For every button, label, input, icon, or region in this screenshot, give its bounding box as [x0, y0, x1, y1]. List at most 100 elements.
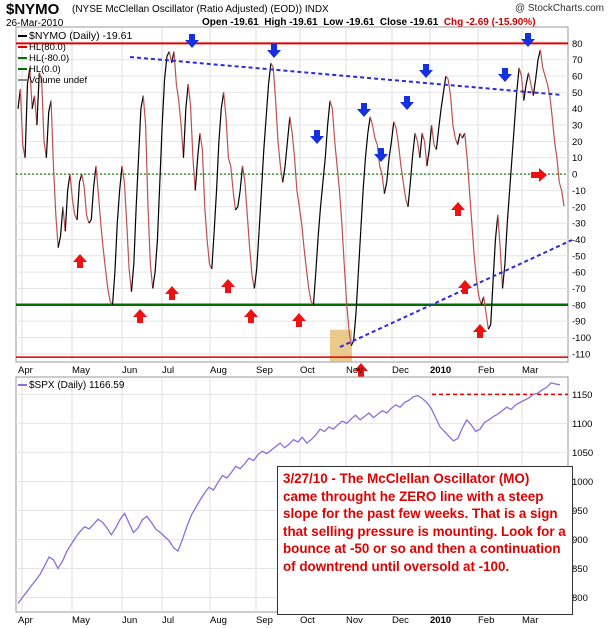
nymo-segment — [483, 296, 487, 314]
legend-entry-label: HL(0.0) — [29, 64, 61, 75]
nymo-segment — [423, 141, 428, 166]
nymo-y-tick-label: -20 — [572, 202, 586, 213]
spx-y-tick-label: 950 — [572, 506, 588, 517]
nymo-segment — [324, 125, 329, 158]
nymo-segment — [29, 67, 33, 109]
nymo-segment — [468, 190, 473, 224]
nymo-segment — [319, 182, 324, 207]
nymo-segment — [388, 141, 393, 158]
nymo-plot-frame — [15, 26, 569, 363]
nymo-segment — [83, 187, 88, 215]
nymo-segment — [327, 100, 331, 126]
nymo-segment — [206, 239, 211, 265]
nymo-segment — [459, 132, 463, 139]
nymo-panel: 80706050403020100-10-20-30-40-50-60-70-8… — [15, 26, 591, 377]
up-arrow-marker — [473, 324, 487, 338]
nymo-segment — [95, 165, 99, 194]
nymo-segment — [478, 296, 482, 305]
nymo-x-tick-label: Mar — [522, 365, 538, 376]
open-value: Open -19.61 — [202, 17, 259, 28]
down-arrow-marker — [419, 64, 433, 78]
nymo-segment — [556, 157, 560, 183]
nymo-segment — [400, 165, 404, 183]
nymo-x-tick-label: Sep — [256, 365, 273, 376]
nymo-segment — [494, 214, 499, 240]
nymo-segment — [133, 206, 137, 264]
spx-x-tick-label: Dec — [392, 615, 409, 626]
spx-x-tick-label: Mar — [522, 615, 538, 626]
down-arrow-marker — [310, 130, 324, 144]
nymo-segment — [194, 157, 199, 191]
nymo-segment — [119, 165, 123, 191]
up-arrow-marker — [354, 363, 368, 377]
nymo-segment — [357, 231, 362, 273]
nymo-segment — [135, 157, 140, 207]
spx-legend-label: $SPX (Daily) 1166.59 — [29, 380, 125, 391]
nymo-segment — [331, 108, 336, 142]
spx-y-tick-label: 800 — [572, 593, 588, 604]
resistance-trendline — [129, 56, 563, 96]
nymo-segment — [360, 190, 364, 232]
spx-x-tick-label: 2010 — [430, 615, 451, 626]
nymo-segment — [537, 49, 541, 60]
nymo-segment — [220, 92, 225, 109]
down-arrow-marker — [374, 148, 388, 162]
nymo-segment — [296, 190, 300, 207]
nymo-segment — [317, 206, 322, 237]
nymo-segment — [168, 51, 173, 64]
nymo-segment — [492, 239, 497, 281]
nymo-segment — [485, 312, 489, 330]
nymo-segment — [277, 141, 281, 166]
up-arrow-marker — [73, 254, 87, 268]
nymo-segment — [69, 174, 73, 199]
nymo-segment — [345, 301, 350, 330]
nymo-segment — [267, 62, 272, 85]
nymo-segment — [348, 329, 352, 346]
nymo-y-tick-label: 60 — [572, 72, 583, 83]
symbol-description: (NYSE McClellan Oscillator (Ratio Adjust… — [72, 4, 329, 15]
nymo-segment — [532, 79, 537, 96]
change-value: Chg -2.69 (-15.90%) — [443, 17, 536, 28]
nymo-segment — [383, 182, 388, 194]
nymo-segment — [57, 236, 62, 248]
nymo-segment — [24, 84, 29, 158]
nymo-y-tick-label: 80 — [572, 39, 583, 50]
nymo-segment — [315, 236, 319, 273]
nymo-segment — [19, 89, 24, 145]
spx-x-tick-label: Nov — [346, 615, 363, 626]
high-value: High -19.61 — [264, 17, 318, 28]
nymo-segment — [159, 125, 163, 183]
close-value: Close -19.61 — [379, 17, 439, 28]
up-arrow-marker — [451, 202, 465, 216]
nymo-segment — [260, 149, 265, 191]
nymo-segment — [121, 165, 125, 183]
nymo-segment — [428, 124, 433, 150]
spx-y-tick-label: 1000 — [572, 477, 593, 488]
nymo-segment — [473, 255, 478, 281]
nymo-segment — [175, 84, 180, 101]
nymo-segment — [241, 165, 246, 183]
nymo-segment — [381, 174, 385, 194]
nymo-segment — [232, 190, 237, 211]
nymo-segment — [386, 157, 390, 183]
nymo-segment — [525, 72, 530, 85]
nymo-segment — [249, 247, 253, 276]
nymo-segment — [490, 280, 494, 325]
nymo-segment — [367, 116, 371, 134]
nymo-segment — [523, 84, 527, 101]
nymo-segment — [38, 72, 43, 80]
nymo-segment — [197, 133, 201, 158]
nymo-segment — [230, 165, 234, 191]
nymo-y-tick-label: 40 — [572, 104, 583, 115]
ohlc-readout: Open -19.61 High -19.61 Low -19.61 Close… — [202, 17, 536, 28]
nymo-y-tick-label: -50 — [572, 251, 586, 262]
nymo-segment — [64, 190, 69, 232]
nymo-segment — [227, 157, 232, 167]
nymo-segment — [41, 79, 45, 142]
nymo-x-tick-label: Oct — [300, 365, 315, 376]
nymo-segment — [305, 268, 310, 289]
nymo-segment — [544, 75, 549, 85]
nymo-segment — [59, 206, 64, 237]
nymo-segment — [553, 141, 558, 158]
nymo-y-tick-label: -80 — [572, 300, 586, 311]
